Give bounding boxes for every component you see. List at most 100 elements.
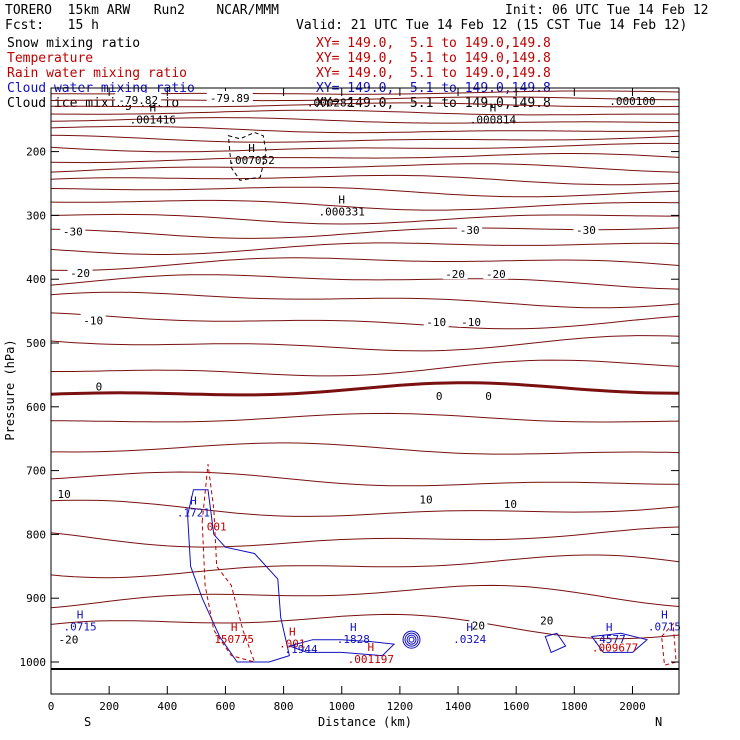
header-left-line2: Fcst: 15 h bbox=[5, 18, 99, 33]
temperature-contour bbox=[50, 335, 680, 352]
temperature-contour bbox=[50, 381, 680, 397]
temperature-contour bbox=[50, 312, 680, 330]
y-axis-title: Pressure (hPa) bbox=[3, 339, 17, 440]
y-tick-label: 500 bbox=[26, 337, 46, 350]
temperature-label-bg bbox=[93, 379, 105, 392]
y-tick-label: 200 bbox=[26, 146, 46, 159]
x-tick-label: 200 bbox=[99, 700, 119, 713]
temperature-label-bg bbox=[483, 267, 509, 280]
mixing-ratio-contour bbox=[187, 489, 290, 663]
temperature-label-bg bbox=[458, 314, 484, 327]
temperature-contour bbox=[50, 186, 680, 198]
temperature-contour-label: -20 bbox=[70, 267, 90, 280]
temperature-contour bbox=[50, 471, 679, 487]
temperature-label-bg bbox=[55, 487, 74, 500]
header-valid: Valid: 21 UTC Tue 14 Feb 12 (15 CST Tue … bbox=[296, 18, 688, 33]
temperature-contour bbox=[50, 613, 680, 640]
temperature-contour bbox=[50, 257, 680, 271]
cloud-water-max-ring bbox=[402, 630, 421, 649]
y-tick-label: 1000 bbox=[20, 656, 47, 669]
temperature-label-bg bbox=[442, 267, 468, 280]
extremum-marker: H bbox=[368, 641, 375, 654]
temperature-contour-label: -30 bbox=[460, 224, 480, 237]
extremum-marker: H bbox=[231, 621, 238, 634]
x-tick-label: 0 bbox=[48, 700, 55, 713]
temperature-label-bg bbox=[80, 313, 106, 326]
temperature-label-bg bbox=[501, 496, 520, 509]
y-tick-label: 800 bbox=[26, 528, 46, 541]
temperature-contour bbox=[50, 213, 680, 225]
temperature-label-bg bbox=[573, 223, 599, 236]
temperature-contour bbox=[50, 163, 680, 173]
mixing-ratio-contour bbox=[661, 622, 677, 666]
temperature-label-bg bbox=[537, 613, 556, 626]
y-tick-label: 600 bbox=[26, 401, 46, 414]
temperature-contour-label: 10 bbox=[57, 488, 70, 501]
extremum-value-label: .0715 bbox=[64, 620, 97, 633]
temperature-label-bg bbox=[433, 388, 445, 401]
temperature-contour bbox=[50, 274, 680, 290]
temperature-label-bg bbox=[469, 618, 488, 631]
temperature-contour bbox=[50, 117, 680, 124]
cloud-water-max-ring bbox=[408, 636, 415, 643]
temperature-contour bbox=[50, 134, 680, 143]
temperature-contour bbox=[50, 142, 680, 153]
temperature-contour-label: -30 bbox=[576, 224, 596, 237]
temperature-contour-label: 0 bbox=[485, 390, 492, 403]
cloud-water-max-ring bbox=[404, 632, 419, 647]
temperature-contour-label: 10 bbox=[504, 498, 517, 511]
legend-xy-cloud-ice: XY= 149.0, 5.1 to 149.0,149.8 bbox=[316, 96, 551, 111]
legend-label-temperature: Temperature bbox=[7, 51, 94, 66]
y-tick-label: 400 bbox=[26, 273, 46, 286]
temperature-label-bg bbox=[115, 92, 162, 105]
x-tick-label: 1600 bbox=[503, 700, 530, 713]
extremum-value-label: .007052 bbox=[228, 154, 274, 167]
temperature-contour bbox=[51, 359, 680, 377]
temperature-label-bg bbox=[483, 388, 495, 401]
temperature-contour bbox=[51, 102, 680, 108]
temperature-contour-label: 10 bbox=[419, 493, 432, 506]
legend-xy-snow: XY= 149.0, 5.1 to 149.0,149.8 bbox=[316, 36, 551, 51]
mixing-ratio-contour bbox=[227, 131, 267, 181]
temperature-contour bbox=[50, 199, 680, 211]
x-axis-title: Distance (km) bbox=[318, 715, 412, 729]
temperature-label-bg bbox=[67, 265, 93, 278]
extremum-value-label: .000814 bbox=[470, 114, 517, 127]
x-tick-label: 1000 bbox=[328, 700, 355, 713]
temperature-contour bbox=[50, 242, 680, 255]
extremum-value-label: 001 bbox=[207, 521, 227, 534]
temperature-contour bbox=[50, 291, 680, 309]
temperature-contour-label: -10 bbox=[83, 315, 103, 328]
temperature-contour-label: -79.82 bbox=[118, 94, 158, 107]
mixing-ratio-contour bbox=[544, 632, 567, 654]
extremum-marker: H bbox=[466, 621, 473, 634]
temperature-contour bbox=[50, 109, 679, 116]
extremum-marker: H bbox=[606, 621, 613, 634]
legend-xy-rain: XY= 149.0, 5.1 to 149.0,149.8 bbox=[316, 66, 551, 81]
x-tick-label: 1400 bbox=[445, 700, 472, 713]
temperature-contour bbox=[50, 554, 680, 579]
extremum-value-label: .001197 bbox=[348, 653, 394, 666]
x-tick-label: 800 bbox=[274, 700, 294, 713]
temperature-label-bg bbox=[423, 314, 449, 327]
temperature-contour bbox=[50, 499, 680, 517]
x-tick-label: 600 bbox=[216, 700, 236, 713]
temperature-contour-label: 20 bbox=[472, 620, 485, 633]
temperature-contour bbox=[51, 442, 680, 455]
legend-xy-temperature: XY= 149.0, 5.1 to 149.0,149.8 bbox=[316, 51, 551, 66]
extremum-value-label: .1721 bbox=[177, 507, 210, 520]
x-end-label-north: N bbox=[655, 715, 662, 729]
temperature-contour-label: 20 bbox=[540, 615, 553, 628]
extremum-value-label: .001416 bbox=[130, 114, 176, 127]
temperature-contour-label: -10 bbox=[461, 316, 481, 329]
label-layer: 0 200 400 600 800 1000 1200 1400 1600 1800 2000200… bbox=[3, 88, 681, 729]
extremum-value-label: .1828 bbox=[337, 633, 370, 646]
extremum-marker: H bbox=[661, 608, 668, 621]
extremum-marker: H bbox=[248, 142, 255, 155]
temperature-label-bg bbox=[206, 91, 253, 104]
legend-label-snow: Snow mixing ratio bbox=[7, 36, 141, 51]
mixing-ratio-contour bbox=[287, 639, 396, 657]
temperature-contour-label: -10 bbox=[426, 316, 446, 329]
temperature-contour bbox=[50, 526, 680, 548]
extremum-marker: H bbox=[77, 608, 84, 621]
